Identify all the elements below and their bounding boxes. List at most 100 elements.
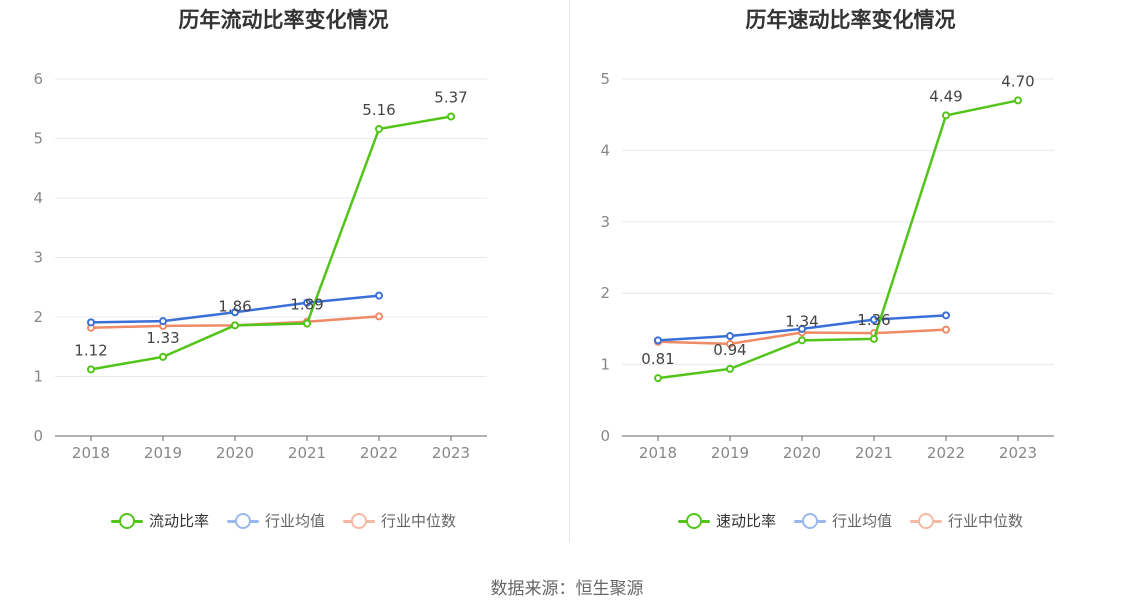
legend-item-industry-median[interactable]: 行业中位数: [343, 510, 456, 531]
legend-label: 行业均值: [831, 512, 892, 530]
legend-item-industry-mean[interactable]: 行业均值: [793, 510, 892, 531]
legend-label: 行业均值: [264, 512, 325, 530]
x-tick-label: 2023: [432, 444, 470, 462]
legend: 流动比率 行业均值 行业中位数: [0, 510, 567, 531]
series-line: [90, 115, 452, 371]
data-point: [159, 352, 167, 361]
data-point: [942, 311, 950, 320]
x-tick-label: 2018: [72, 444, 110, 462]
series-1: [87, 291, 383, 327]
x-tick-label: 2022: [360, 444, 398, 462]
legend-item-industry-median[interactable]: 行业中位数: [910, 510, 1023, 531]
data-point: [942, 325, 950, 334]
data-label: 1.12: [74, 341, 107, 359]
data-point: [726, 339, 734, 348]
x-tick-label: 2020: [216, 444, 254, 462]
data-label: 5.37: [434, 88, 467, 106]
data-point: [375, 124, 383, 133]
y-tick-label: 4: [33, 189, 43, 207]
data-label: 0.81: [641, 350, 674, 368]
chart-panel-quick-ratio: 历年速动比率变化情况 0 1 2 3 4 5 2018 2019 2020 2021 2022 202…: [567, 0, 1134, 545]
data-point: [654, 336, 662, 345]
grid: 0 1 2 3 4 5 6: [33, 70, 487, 445]
x-tick-label: 2019: [144, 444, 182, 462]
data-point: [447, 112, 455, 121]
data-point: [303, 319, 311, 328]
data-labels: 0.81 0.94 1.34 1.36 4.49 4.70: [641, 72, 1034, 368]
data-label: 1.36: [857, 311, 890, 329]
legend-line-circle-icon: [677, 511, 710, 531]
data-source-note: 数据来源：恒生聚源: [490, 579, 644, 599]
data-point: [231, 321, 239, 330]
series-0: [654, 96, 1022, 383]
series-0: [87, 112, 455, 374]
data-label: 1.89: [290, 296, 323, 314]
y-tick-label: 1: [600, 356, 610, 374]
x-tick-label: 2022: [927, 444, 965, 462]
legend-line-circle-icon: [110, 511, 143, 531]
y-tick-label: 3: [600, 213, 610, 231]
legend-item-industry-mean[interactable]: 行业均值: [226, 510, 325, 531]
x-tick-label: 2019: [711, 444, 749, 462]
x-tick-label: 2018: [639, 444, 677, 462]
data-label: 1.34: [785, 312, 818, 330]
legend-label: 流动比率: [148, 512, 209, 530]
data-labels: 1.12 1.33 1.86 1.89 5.16 5.37: [74, 88, 467, 359]
data-label: 5.16: [362, 101, 395, 119]
legend-item-primary[interactable]: 速动比率: [677, 510, 776, 531]
y-tick-label: 2: [600, 284, 610, 302]
x-axis: 2018 2019 2020 2021 2022 2023: [622, 435, 1054, 462]
legend-label: 速动比率: [715, 512, 776, 530]
data-point: [159, 317, 167, 326]
series-line: [657, 99, 1019, 380]
data-point: [87, 365, 95, 374]
data-point: [942, 111, 950, 120]
chart-title: 历年速动比率变化情况: [745, 8, 956, 32]
x-axis: 2018 2019 2020 2021 2022 2023: [55, 435, 487, 462]
legend-label: 行业中位数: [948, 512, 1024, 530]
data-point: [231, 308, 239, 317]
legend-line-circle-icon: [793, 511, 826, 531]
data-point: [87, 318, 95, 327]
chart-panel-current-ratio: 历年流动比率变化情况 0 1 2 3 4 5 6 2018 2019 2020 2021 2022 20…: [0, 0, 567, 545]
data-point: [375, 291, 383, 300]
x-tick-label: 2021: [855, 444, 893, 462]
y-tick-label: 0: [600, 427, 610, 445]
panel-divider: [569, 0, 570, 542]
y-tick-label: 0: [33, 427, 43, 445]
data-point: [375, 312, 383, 321]
legend-item-primary[interactable]: 流动比率: [110, 510, 209, 531]
data-point: [654, 374, 662, 383]
legend-line-circle-icon: [343, 511, 375, 531]
data-label: 1.33: [146, 329, 179, 347]
series-1: [654, 311, 950, 345]
data-point: [798, 336, 806, 345]
data-label: 4.70: [1001, 72, 1034, 90]
x-tick-label: 2021: [288, 444, 326, 462]
grid: 0 1 2 3 4 5: [600, 70, 1054, 445]
y-tick-label: 1: [33, 368, 43, 386]
data-point: [1014, 96, 1022, 105]
data-point: [870, 315, 878, 324]
data-label: 4.49: [929, 87, 962, 105]
line-chart-quick-ratio: 0 1 2 3 4 5 2018 2019 2020 2021 2022 2023 0.81 0.94 1.…: [600, 70, 1054, 462]
y-tick-label: 3: [33, 249, 43, 267]
y-tick-label: 4: [600, 141, 610, 159]
data-point: [798, 324, 806, 333]
data-label: 1.86: [218, 297, 251, 315]
legend-line-circle-icon: [226, 511, 259, 531]
y-tick-label: 5: [600, 70, 610, 88]
data-point: [303, 298, 311, 307]
data-label: 0.94: [713, 341, 746, 359]
y-tick-label: 6: [33, 70, 43, 88]
legend-label: 行业中位数: [381, 512, 457, 530]
data-point: [726, 332, 734, 341]
chart-title: 历年流动比率变化情况: [178, 8, 389, 32]
x-tick-label: 2023: [999, 444, 1037, 462]
y-tick-label: 5: [33, 130, 43, 148]
data-point: [870, 334, 878, 343]
legend-line-circle-icon: [910, 511, 942, 531]
y-tick-label: 2: [33, 308, 43, 326]
x-tick-label: 2020: [783, 444, 821, 462]
